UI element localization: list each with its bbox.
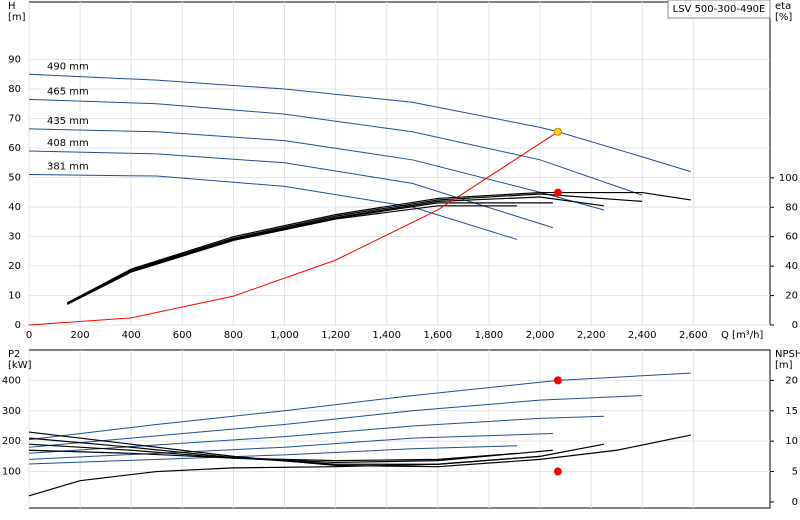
curve	[67, 191, 691, 304]
y-tick-label: 20	[8, 261, 21, 272]
y-tick-label: 0	[15, 320, 21, 331]
curve	[28, 443, 553, 464]
curve	[28, 372, 691, 441]
duty-point	[553, 188, 562, 197]
y2-tick-label: 0	[792, 497, 798, 508]
y2-axis-label: NPSH	[775, 349, 800, 360]
y-tick-label: 50	[8, 173, 21, 184]
x-tick-label: 0	[26, 330, 32, 341]
y-tick-label: 40	[8, 202, 21, 213]
curve	[28, 433, 553, 460]
y-tick-label: 200	[2, 436, 21, 447]
curve	[28, 131, 559, 326]
y-tick-label: 30	[8, 232, 21, 243]
x-tick-label: 600	[173, 330, 192, 341]
curve	[28, 449, 518, 462]
y-axis-label: P2	[8, 349, 20, 360]
y2-tick-label: 5	[792, 467, 798, 478]
y2-axis-unit: [m]	[775, 360, 793, 371]
y2-axis-unit: [%]	[775, 12, 792, 23]
y-tick-label: 80	[8, 84, 21, 95]
x-tick-label: 2,600	[679, 330, 708, 341]
curve	[28, 415, 604, 454]
curve-label: 490 mm	[47, 61, 89, 72]
curve	[28, 455, 541, 497]
curve	[28, 174, 518, 240]
x-tick-label: 1,400	[372, 330, 401, 341]
y2-tick-label: 20	[785, 375, 798, 386]
duty-point	[553, 127, 562, 136]
curve	[28, 395, 643, 448]
top-frame	[28, 1, 771, 326]
y-tick-label: 100	[2, 467, 21, 478]
x-tick-label: 2,400	[628, 330, 657, 341]
x-tick-label: 1,200	[321, 330, 350, 341]
x-tick-label: 1,800	[475, 330, 504, 341]
y-tick-label: 10	[8, 291, 21, 302]
curve	[67, 202, 553, 305]
curve	[67, 193, 643, 304]
x-axis-label: Q [m³/h]	[721, 330, 763, 341]
y-tick-label: 60	[8, 143, 21, 154]
y2-tick-label: 20	[785, 291, 798, 302]
y-tick-label: 300	[2, 406, 21, 417]
curve-label: 435 mm	[47, 116, 89, 127]
y2-tick-label: 60	[785, 232, 798, 243]
y-tick-label: 90	[8, 55, 21, 66]
bottom-frame	[28, 349, 771, 509]
curve	[28, 150, 553, 229]
x-tick-label: 2,000	[526, 330, 555, 341]
title-box	[667, 0, 771, 19]
duty-point	[553, 376, 562, 385]
x-tick-label: 200	[71, 330, 90, 341]
x-tick-label: 1,600	[424, 330, 453, 341]
y2-tick-label: 0	[792, 320, 798, 331]
y2-tick-label: 40	[785, 261, 798, 272]
y2-tick-label: 10	[785, 436, 798, 447]
curve	[67, 196, 604, 305]
curve	[28, 98, 643, 196]
curve	[67, 205, 518, 305]
y-tick-label: 400	[2, 375, 21, 386]
x-tick-label: 2,200	[577, 330, 606, 341]
curve	[28, 445, 518, 465]
y-axis-label: H	[8, 1, 16, 12]
x-tick-label: 400	[122, 330, 141, 341]
y-tick-label: 70	[8, 114, 21, 125]
y2-tick-label: 15	[785, 406, 798, 417]
x-tick-label: 800	[224, 330, 243, 341]
chart-title: LSV 500-300-490E	[673, 4, 766, 15]
y2-axis-label: eta	[775, 1, 791, 12]
y2-tick-label: 80	[785, 202, 798, 213]
y-axis-unit: [kW]	[8, 360, 32, 371]
curve-label: 465 mm	[47, 86, 89, 97]
curve-label: 381 mm	[47, 162, 89, 173]
duty-point	[553, 467, 562, 476]
curve	[28, 73, 691, 173]
y2-tick-label: 100	[779, 173, 798, 184]
curve-label: 408 mm	[47, 138, 89, 149]
y-axis-unit: [m]	[8, 12, 26, 23]
x-tick-label: 1,000	[270, 330, 299, 341]
curve	[28, 431, 691, 468]
